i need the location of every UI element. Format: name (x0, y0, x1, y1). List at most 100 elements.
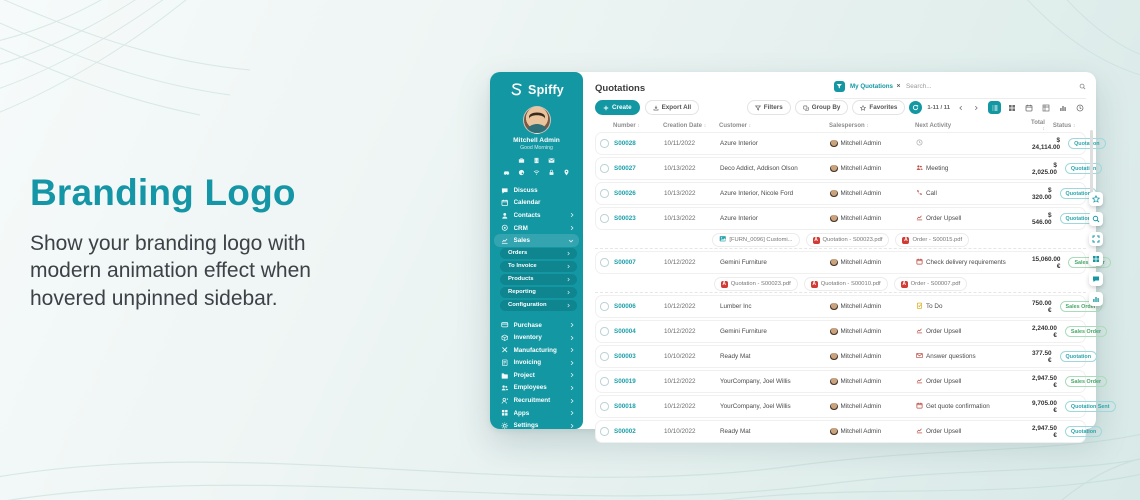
sidebar-item-contacts[interactable]: Contacts (490, 209, 583, 222)
side-tool-search-button[interactable] (1089, 212, 1103, 226)
row-checkbox[interactable] (600, 352, 609, 361)
side-tool-bars-button[interactable] (1089, 292, 1103, 306)
export-all-button[interactable]: Export All (644, 100, 700, 115)
sidebar-item-calendar[interactable]: Calendar (490, 197, 583, 210)
filters-button[interactable]: Filters (746, 100, 791, 115)
quotation-number[interactable]: S00004 (614, 328, 636, 335)
quotation-number[interactable]: S00028 (614, 140, 636, 147)
column-header-salesperson[interactable]: Salesperson ↕ (829, 122, 869, 129)
attachment-chip[interactable]: A Order - S00015.pdf (895, 233, 970, 247)
pin-icon[interactable] (563, 169, 570, 176)
view-pivot-button[interactable] (1039, 101, 1052, 114)
column-header-number[interactable]: Number ↕ (613, 122, 640, 129)
row-checkbox[interactable] (600, 427, 609, 436)
table-scrollbar[interactable] (1090, 130, 1093, 204)
next-activity-cell[interactable]: To Do (916, 302, 1028, 311)
next-activity-cell[interactable]: Order Upsell (916, 214, 1028, 223)
row-checkbox[interactable] (600, 402, 609, 411)
sidebar-item-invoicing[interactable]: Invoicing (490, 356, 583, 369)
sidebar-item-purchase[interactable]: Purchase (490, 319, 583, 332)
quotation-number[interactable]: S00018 (614, 403, 636, 410)
favorites-button[interactable]: Favorites (852, 100, 906, 115)
side-tool-expand-button[interactable] (1089, 232, 1103, 246)
briefcase-icon[interactable] (518, 157, 525, 164)
column-header-next-activity[interactable]: Next Activity (915, 122, 952, 129)
remove-filter-icon[interactable] (896, 83, 901, 90)
quotation-row[interactable]: S00028 10/11/2022 Azure Interior Mitchell A… (595, 132, 1106, 155)
sales-subitem-products[interactable]: Products (500, 273, 577, 285)
column-header-customer[interactable]: Customer ↕ (719, 122, 752, 129)
quotation-row[interactable]: S00004 10/12/2022 Gemini Furniture Mitchell… (595, 320, 1108, 343)
quotation-number[interactable]: S00003 (614, 353, 636, 360)
wifi-icon[interactable] (533, 169, 540, 176)
sidebar-item-sales[interactable]: Sales (494, 234, 579, 247)
row-checkbox[interactable] (600, 139, 609, 148)
sales-subitem-to-invoice[interactable]: To Invoice (500, 260, 577, 272)
quotation-row[interactable]: S00003 10/10/2022 Ready Mat Mitchell Admin A… (595, 345, 1097, 368)
sidebar-item-apps[interactable]: Apps (490, 407, 583, 420)
attachment-chip[interactable]: A Quotation - S00023.pdf (713, 277, 798, 291)
next-page-button[interactable] (970, 102, 981, 113)
sidebar-item-inventory[interactable]: Inventory (490, 331, 583, 344)
sales-subitem-reporting[interactable]: Reporting (500, 286, 577, 298)
next-activity-cell[interactable]: Answer questions (916, 352, 1028, 361)
search-icon[interactable] (1079, 77, 1086, 95)
quotation-row[interactable]: S00002 10/10/2022 Ready Mat Mitchell Admin O… (595, 420, 1103, 443)
row-checkbox[interactable] (600, 214, 609, 223)
view-bars-button[interactable] (1056, 101, 1069, 114)
attachment-chip[interactable]: A Quotation - S00023.pdf (805, 233, 890, 247)
sidebar-item-recruitment[interactable]: Recruitment (490, 394, 583, 407)
quotation-row[interactable]: S00018 10/12/2022 YourCompany, Joel Willis… (595, 395, 1116, 418)
quotation-number[interactable]: S00007 (614, 259, 636, 266)
next-activity-cell[interactable]: Get quote confirmation (916, 402, 1028, 411)
palette-icon[interactable] (518, 169, 525, 176)
group-by-button[interactable]: Group By (794, 100, 849, 115)
search-bar[interactable]: My Quotations Search... (834, 77, 1086, 99)
next-activity-cell[interactable]: Check delivery requirements (916, 258, 1028, 267)
next-activity-cell[interactable] (916, 139, 1028, 148)
row-checkbox[interactable] (600, 258, 609, 267)
next-activity-cell[interactable]: Order Upsell (916, 377, 1028, 386)
next-activity-cell[interactable]: Call (916, 189, 1028, 198)
attachment-chip[interactable]: [FURN_0096] Customi... (711, 233, 800, 247)
sales-subitem-configuration[interactable]: Configuration (500, 299, 577, 311)
attachment-chip[interactable]: A Order - S00007.pdf (893, 277, 968, 291)
quotation-number[interactable]: S00006 (614, 303, 636, 310)
side-tool-chat-button[interactable] (1089, 272, 1103, 286)
prev-page-button[interactable] (955, 102, 966, 113)
quotation-number[interactable]: S00026 (614, 190, 636, 197)
sidebar-item-manufacturing[interactable]: Manufacturing (490, 344, 583, 357)
quotation-number[interactable]: S00002 (614, 428, 636, 435)
view-clock-button[interactable] (1073, 101, 1086, 114)
column-header-status[interactable]: Status ↕ (1052, 122, 1076, 129)
quotation-row[interactable]: S00027 10/13/2022 Deco Addict, Addison Ols… (595, 157, 1103, 180)
quotation-row[interactable]: S00023 10/13/2022 Azure Interior Mitchell A… (595, 207, 1097, 230)
sidebar-item-crm[interactable]: CRM (490, 222, 583, 235)
view-list-button[interactable] (988, 101, 1001, 114)
next-activity-cell[interactable]: Order Upsell (916, 327, 1028, 336)
quotation-row[interactable]: S00007 10/12/2022 Gemini Furniture Mitchell… (595, 251, 1111, 274)
create-button[interactable]: Create (595, 100, 640, 115)
search-input[interactable]: Search... (905, 82, 932, 90)
lock-icon[interactable] (548, 169, 555, 176)
brand-logo[interactable]: Spiffy (490, 82, 583, 97)
refresh-button[interactable] (909, 101, 923, 114)
car-icon[interactable] (503, 169, 510, 176)
next-activity-cell[interactable]: Order Upsell (916, 427, 1028, 436)
quotation-row[interactable]: S00019 10/12/2022 YourCompany, Joel Willis… (595, 370, 1108, 393)
mail-icon[interactable] (548, 157, 555, 164)
sidebar-item-settings[interactable]: Settings (490, 419, 583, 429)
column-header-creation-date[interactable]: Creation Date ↕ (663, 122, 707, 129)
next-activity-cell[interactable]: Meeting (916, 164, 1028, 173)
building-icon[interactable] (533, 157, 540, 164)
view-calendar-button[interactable] (1022, 101, 1035, 114)
view-kanban-button[interactable] (1005, 101, 1018, 114)
quotation-number[interactable]: S00027 (614, 165, 636, 172)
sidebar-item-employees[interactable]: Employees (490, 382, 583, 395)
attachment-chip[interactable]: A Quotation - S00010.pdf (803, 277, 888, 291)
side-tool-kanban-button[interactable] (1089, 252, 1103, 266)
side-tool-star-button[interactable] (1089, 192, 1103, 206)
quotation-number[interactable]: S00023 (614, 215, 636, 222)
row-checkbox[interactable] (600, 377, 609, 386)
row-checkbox[interactable] (600, 302, 609, 311)
